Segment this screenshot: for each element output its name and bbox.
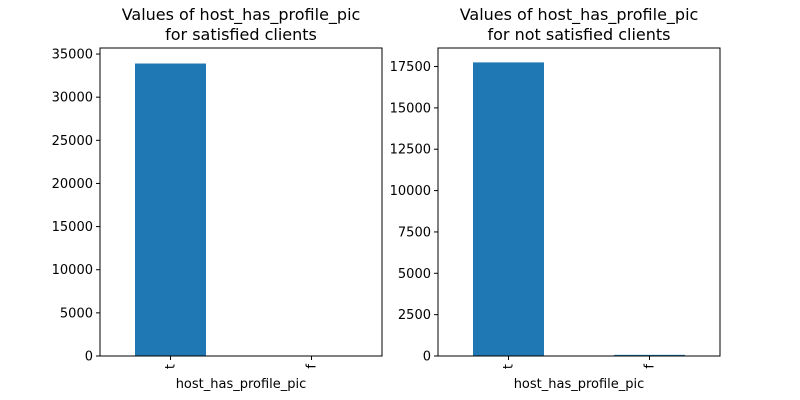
y-tick-label: 5000 — [398, 267, 431, 282]
y-tick-label: 0 — [85, 350, 93, 365]
x-tick-label: f — [305, 364, 320, 369]
y-tick-label: 0 — [423, 350, 431, 365]
bar-t — [473, 62, 544, 356]
chart-satisfied: Values of host_has_profile_pic for satis… — [52, 5, 383, 392]
axes-frame — [99, 47, 383, 357]
y-tick-label: 10000 — [390, 184, 431, 199]
plot-area: 0 2500 5000 7500 10000 12500 15000 17500 t f — [390, 60, 685, 369]
y-tick-label: 5000 — [60, 306, 93, 321]
bar-t — [135, 63, 206, 356]
y-tick-label: 7500 — [398, 225, 431, 240]
chart-title-line-2: for not satisfied clients — [487, 25, 670, 44]
y-tick-label: 2500 — [398, 308, 431, 323]
chart-title-line-2: for satisfied clients — [165, 25, 317, 44]
x-tick-label: t — [502, 364, 517, 369]
x-axis-label: host_has_profile_pic — [176, 377, 307, 392]
axes-frame — [437, 47, 721, 357]
x-tick-label: f — [643, 364, 658, 369]
y-tick-label: 35000 — [52, 48, 93, 63]
plot-area: 0 5000 10000 15000 20000 25000 30000 35000 t f — [52, 48, 320, 370]
y-tick-label: 30000 — [52, 91, 93, 106]
y-tick-label: 20000 — [52, 177, 93, 192]
bar-f — [614, 354, 685, 356]
y-tick-label: 15000 — [52, 220, 93, 235]
y-tick-label: 10000 — [52, 263, 93, 278]
chart-title-line-1: Values of host_has_profile_pic — [122, 5, 361, 25]
y-tick-label: 15000 — [390, 101, 431, 116]
chart-title-line-1: Values of host_has_profile_pic — [460, 5, 699, 25]
y-tick-label: 17500 — [390, 60, 431, 75]
x-tick-label: t — [164, 364, 179, 369]
y-tick-label: 12500 — [390, 143, 431, 158]
chart-not-satisfied: Values of host_has_profile_pic for not s… — [390, 5, 721, 392]
y-tick-label: 25000 — [52, 134, 93, 149]
x-axis-label: host_has_profile_pic — [514, 377, 645, 392]
